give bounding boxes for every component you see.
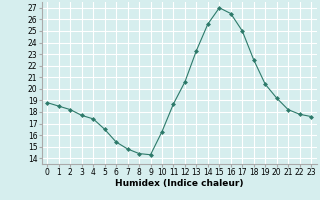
X-axis label: Humidex (Indice chaleur): Humidex (Indice chaleur): [115, 179, 244, 188]
